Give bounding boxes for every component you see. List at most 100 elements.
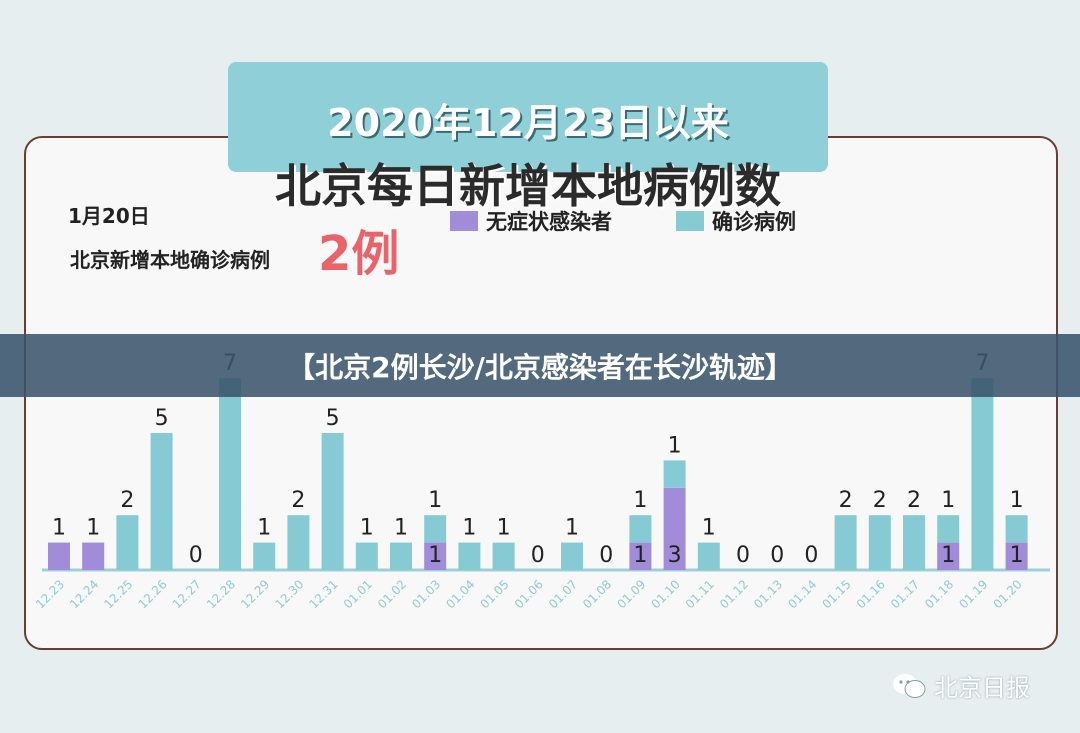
data-label-total: 0	[770, 543, 784, 568]
bar-asymptomatic	[424, 542, 447, 570]
x-tick-label: 01.14	[785, 577, 819, 611]
bar-confirmed	[971, 378, 994, 570]
legend-swatch-confirmed	[676, 211, 704, 231]
data-label-asymptomatic: 1	[941, 543, 955, 568]
x-tick-label: 12.30	[272, 577, 306, 611]
bar-confirmed	[937, 515, 960, 543]
bar-confirmed	[629, 515, 652, 543]
data-label-total: 1	[86, 516, 100, 541]
data-label-asymptomatic: 1	[1010, 543, 1024, 568]
bar-confirmed	[458, 542, 481, 570]
x-tick-label: 12.31	[307, 577, 341, 611]
data-label-confirmed: 1	[428, 488, 442, 513]
data-label-total: 1	[52, 516, 66, 541]
data-label-asymptomatic: 1	[633, 543, 647, 568]
data-label-total: 2	[873, 488, 887, 513]
data-label-total: 5	[326, 406, 340, 431]
data-label-total: 0	[189, 543, 203, 568]
bar-confirmed	[287, 515, 310, 570]
bar-confirmed	[321, 433, 344, 570]
legend-label-confirmed: 确诊病例	[712, 210, 796, 234]
bar-asymptomatic	[663, 487, 686, 570]
bar-asymptomatic	[1005, 542, 1028, 570]
x-tick-label: 01.20	[991, 577, 1025, 611]
bar-confirmed	[697, 542, 720, 570]
x-tick-label: 12.23	[33, 577, 67, 611]
data-label-asymptomatic: 3	[668, 543, 682, 568]
bar-confirmed	[219, 378, 241, 570]
data-label-total: 0	[531, 543, 545, 568]
x-tick-label: 01.13	[751, 577, 785, 611]
headline-banner[interactable]: 【北京2例长沙/北京感染者在长沙轨迹】	[0, 334, 1080, 397]
bar-confirmed	[868, 515, 891, 570]
data-label-total: 2	[839, 488, 853, 513]
legend-item-confirmed: 确诊病例	[676, 206, 796, 236]
x-tick-label: 12.28	[204, 577, 238, 611]
data-label-confirmed: 1	[941, 488, 955, 513]
title-line-1: 2020年12月23日以来	[327, 101, 729, 145]
title-line-2: 北京每日新增本地病例数	[275, 159, 781, 213]
x-tick-label: 01.11	[683, 577, 717, 611]
data-label-total: 2	[907, 488, 921, 513]
x-tick-label: 01.05	[478, 577, 512, 611]
data-label-total: 1	[497, 516, 511, 541]
data-label-total: 2	[120, 488, 134, 513]
wechat-icon	[893, 673, 926, 698]
data-label-confirmed: 1	[633, 488, 647, 513]
data-label-total: 5	[155, 406, 169, 431]
x-tick-label: 12.27	[170, 577, 204, 611]
data-label-total: 0	[804, 543, 818, 568]
x-tick-label: 01.02	[375, 577, 409, 611]
bar-asymptomatic	[48, 542, 70, 570]
watermark-text: 北京日报	[934, 674, 1030, 702]
bar-confirmed	[390, 542, 412, 570]
x-tick-label: 01.16	[854, 577, 888, 611]
legend-item-asymptomatic: 无症状感染者	[450, 206, 612, 236]
data-label-total: 1	[565, 516, 579, 541]
x-tick-label: 12.24	[67, 577, 101, 611]
bar-confirmed	[834, 515, 857, 570]
data-label-total: 1	[394, 516, 408, 541]
x-tick-label: 01.06	[512, 577, 546, 611]
info-date: 1月20日	[68, 204, 150, 228]
data-label-total: 2	[291, 488, 305, 513]
bar-confirmed	[424, 515, 447, 543]
data-label-total: 1	[702, 516, 716, 541]
bar-confirmed	[253, 542, 276, 570]
bar-asymptomatic	[937, 542, 960, 570]
x-tick-label: 01.04	[443, 577, 477, 611]
bar-confirmed	[116, 515, 139, 570]
bar-confirmed	[663, 460, 686, 488]
x-tick-label: 01.10	[649, 577, 683, 611]
data-label-total: 1	[360, 516, 374, 541]
x-tick-label: 12.29	[238, 577, 272, 611]
bar-confirmed	[150, 433, 173, 570]
legend-label-asymptomatic: 无症状感染者	[486, 210, 612, 234]
x-tick-label: 01.03	[409, 577, 443, 611]
info-label: 北京新增本地确诊病例	[70, 248, 270, 272]
x-tick-label: 01.12	[717, 577, 751, 611]
data-label-confirmed: 1	[668, 433, 682, 458]
x-tick-label: 01.19	[956, 577, 990, 611]
bar-confirmed	[561, 542, 583, 570]
bar-confirmed	[903, 515, 925, 570]
data-label-confirmed: 1	[1010, 488, 1024, 513]
x-tick-label: 01.17	[888, 577, 922, 611]
title-box: 2020年12月23日以来 北京每日新增本地病例数	[228, 62, 828, 213]
watermark: 北京日报	[892, 668, 1030, 703]
data-label-total: 1	[462, 516, 476, 541]
x-tick-label: 01.01	[341, 577, 375, 611]
data-label-total: 0	[736, 543, 750, 568]
bar-asymptomatic	[82, 542, 105, 570]
bar-confirmed	[1005, 515, 1028, 543]
x-tick-label: 01.08	[580, 577, 614, 611]
data-label-asymptomatic: 1	[428, 543, 442, 568]
x-tick-label: 01.15	[820, 577, 854, 611]
bar-confirmed	[492, 542, 515, 570]
legend-swatch-asymptomatic	[450, 211, 478, 231]
data-label-total: 1	[257, 516, 271, 541]
info-number: 2例	[318, 226, 400, 282]
bar-confirmed	[355, 542, 378, 570]
x-tick-label: 12.26	[136, 577, 170, 611]
